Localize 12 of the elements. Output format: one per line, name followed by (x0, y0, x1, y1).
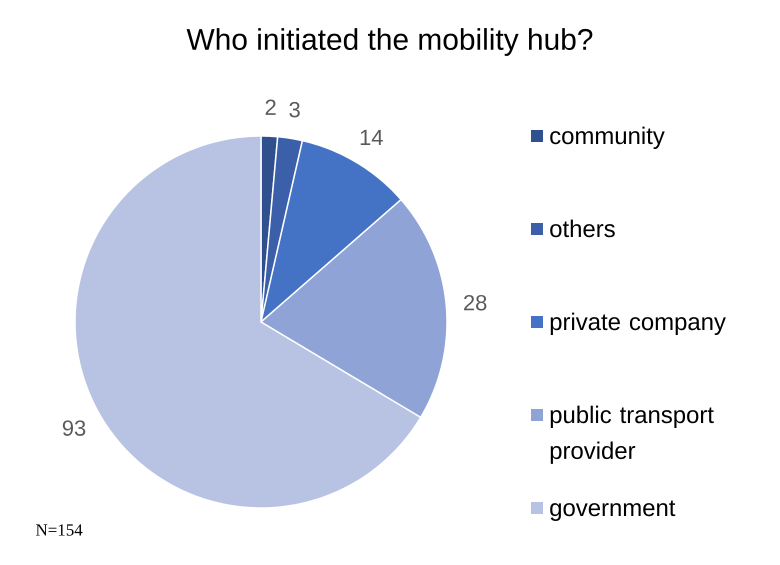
legend-label: community (550, 126, 665, 149)
legend-label: private company (550, 312, 726, 335)
legend-label: public transport provider (550, 406, 714, 464)
legend-label: others (550, 220, 615, 238)
data-label: 3 (289, 102, 300, 118)
data-label: 93 (62, 420, 86, 436)
legend-label: government (550, 500, 676, 521)
data-label: 2 (266, 100, 276, 115)
data-label: 14 (360, 130, 383, 145)
chart-title: Who initiated the mobility hub? (186, 28, 592, 56)
data-label: 28 (464, 294, 486, 310)
text: N=154 (36, 524, 82, 536)
